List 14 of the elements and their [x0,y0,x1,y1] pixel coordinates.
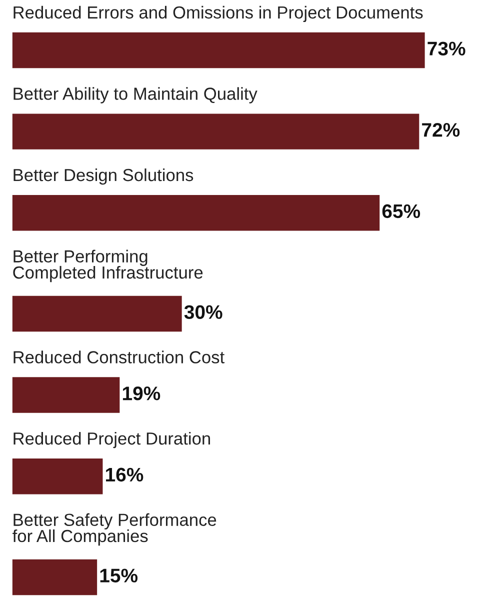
data-label: 73% [428,42,466,56]
y-tick-label: Better Ability to Maintain Quality [14,87,258,104]
data-label: 65% [382,204,420,218]
data-label: 30% [184,305,222,320]
y-tick-label: Reduced Project Duration [14,432,210,448]
data-label: 16% [106,468,144,482]
data-label: 19% [122,386,160,400]
y-tick-label: Better Safety Performance for All Companies [12,513,216,546]
y-tick-label: Reduced Construction Cost [14,350,224,364]
y-tick-label: Better Design Solutions [14,168,194,185]
y-tick-label: Better Performing Completed Infrastructure [13,250,203,282]
data-label: 72% [422,123,460,137]
y-tick-label: Reduced Errors and Omissions in Project Documents [14,6,423,22]
data-label: 15% [100,568,138,582]
